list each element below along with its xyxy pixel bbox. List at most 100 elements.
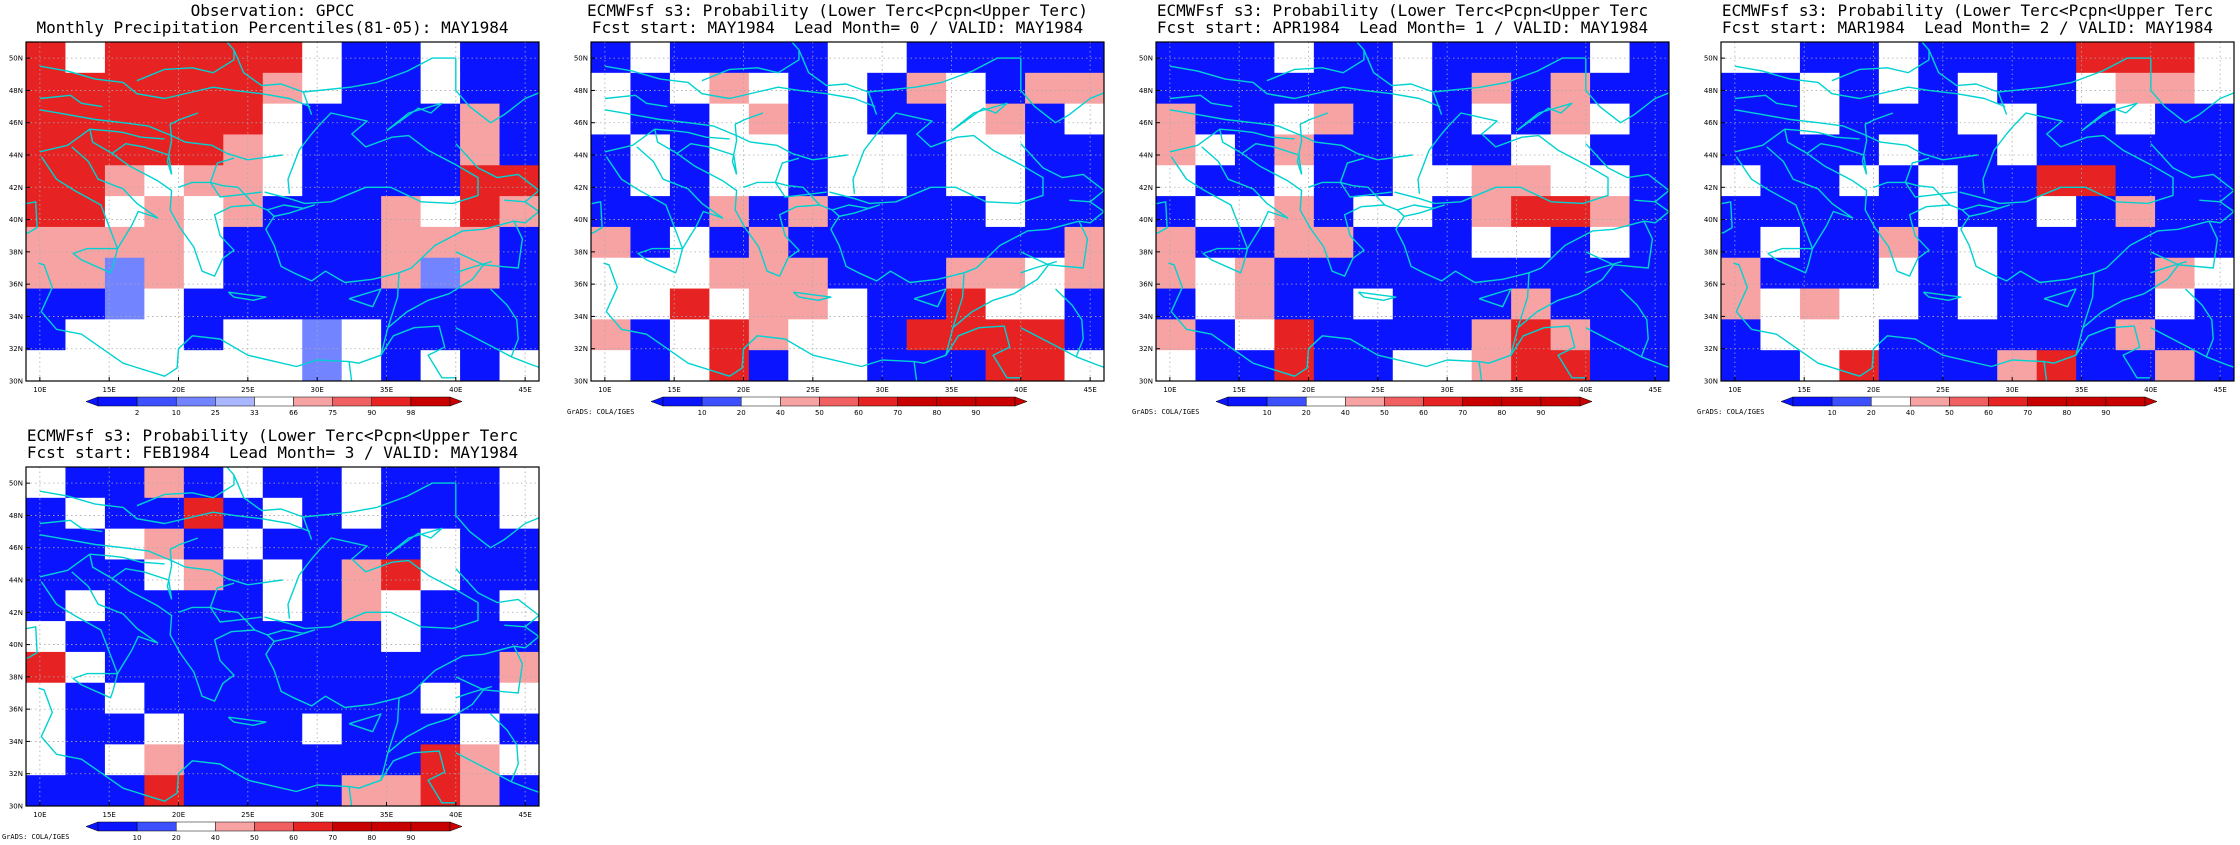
grid-cell [946,288,987,320]
grid-cell [709,72,750,105]
coastline [774,157,800,183]
colorbar-swatch [97,396,138,407]
coastline [951,102,1008,132]
grid-cell [1760,350,1801,381]
coastline [1585,260,1623,274]
coastline [26,201,38,235]
grid-cell [906,196,947,228]
grid-cell [1392,42,1433,74]
grid-cell [2036,226,2077,259]
grid-cell [2155,103,2196,136]
x-tick-label: 35E [380,811,393,819]
x-tick-label: 10E [598,386,611,394]
coastline [2199,199,2234,224]
grid-cell [1156,103,1197,136]
colorbar-label: 90 [1536,409,1545,417]
coastline [775,181,821,206]
colorbar-label: 60 [1984,409,1993,417]
grid-cell [1313,134,1354,166]
grid-cell [591,257,632,290]
grid-cell [1878,42,1919,74]
grid-cell [1799,134,1840,166]
grid-cell [669,72,710,105]
grid-cell [1550,72,1591,105]
coastlines [1721,42,2234,381]
grid-cell [341,559,382,591]
grid-cell [827,288,868,320]
coastline [209,582,235,608]
coastline [2043,361,2048,381]
grid-cell [2115,72,2156,105]
y-tick-label: 38N [9,673,23,681]
grid-cell [223,559,264,591]
grid-cell [341,682,382,715]
coastlines [591,42,1104,381]
grid-cell [104,467,145,499]
grid-cell [2036,257,2077,290]
x-tick-label: 40E [449,386,462,394]
grid-cell [1392,226,1433,259]
colorbar: 10 20 40 50 60 70 80 90 [650,396,1028,417]
grid-cell [1799,72,1840,105]
y-tick-label: 30N [574,378,588,386]
colorbar-swatch [2066,396,2107,407]
grid-cell [341,621,382,653]
x-tick-label: 35E [1510,386,1523,394]
y-tick-label: 32N [574,345,588,353]
grid-cell [144,713,185,745]
grid-cell [1997,103,2038,136]
grid-cell [104,165,145,197]
grid-cell [65,72,106,105]
grid-cell [1471,350,1512,381]
grid-cell [381,165,422,197]
coastline [1169,65,1441,108]
y-tick-label: 44N [1139,152,1153,160]
y-tick-label: 46N [574,119,588,127]
colorbar-swatch [897,396,938,407]
grid-cell [788,319,829,351]
coastline [1585,143,1669,203]
grid-cell [1025,196,1066,228]
grid-cell [748,257,789,290]
coastline [952,264,1050,329]
panel-title-line1: ECMWFsf s3: Probability (Lower Terc<Pcpn… [1156,1,1649,20]
grid-cell [499,103,539,136]
grid-cell [460,467,501,499]
coastline [348,713,382,733]
grid-cell [341,196,382,228]
coastline [267,204,316,217]
grid-cell [26,497,67,530]
grid-cell [381,288,422,320]
y-tick-label: 36N [1139,281,1153,289]
colorbar-left-arrow [650,396,664,407]
grid-cell [262,651,303,684]
grid-cell [1392,319,1433,351]
y-tick-label: 42N [1139,184,1153,192]
colorbar-label: 20 [1867,409,1876,417]
coastline [166,537,199,600]
colorbar-label: 70 [328,834,337,842]
colorbar-right-arrow [449,821,463,832]
grid-cell [985,103,1026,136]
coastline [637,247,684,274]
grid-cell [1156,319,1197,351]
colorbar-left-arrow [85,821,99,832]
grid-cell [669,134,710,166]
grid-cell [1353,165,1394,197]
grid-cell [302,467,343,499]
coastline [72,672,119,699]
coastline [348,786,353,806]
y-tick-label: 32N [1139,345,1153,353]
grid-cell [460,103,501,136]
x-tick-label: 45E [518,811,531,819]
coastline [233,49,313,115]
grid-cell [630,165,671,197]
colorbar: 10 20 40 50 60 70 80 90 [1780,396,2158,417]
colorbar-right-arrow [449,396,463,407]
grid-cell [1997,288,2038,320]
grid-cell [827,134,868,166]
grid-cell [2076,165,2117,197]
x-tick-label: 45E [1648,386,1661,394]
y-tick-label: 42N [574,184,588,192]
grid-cell [1957,319,1998,351]
